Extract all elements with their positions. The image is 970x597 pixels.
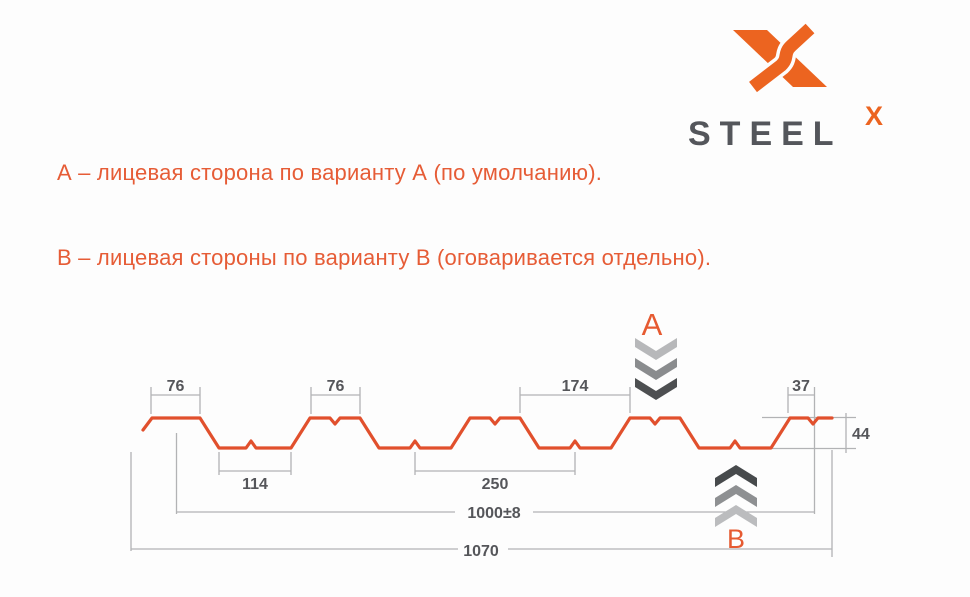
chevron-up-icon [715,485,757,507]
dimension-lines [130,387,856,557]
dim-working-width: 1000±8 [467,505,520,522]
chevron-down-icon [635,378,677,400]
chevron-up-icon [715,505,757,527]
dim-edge-crest: 37 [792,378,810,395]
marker-a-letter: А [642,307,663,342]
chevron-down-icon [635,338,677,360]
logo-wordmark: STEEL [688,115,843,153]
dim-top-flat-2: 76 [327,378,345,395]
dim-valley-width: 114 [242,476,268,493]
dimension-labels: 76 76 174 37 114 250 1000±8 1070 44 [167,378,870,560]
profile-drawing: 76 76 174 37 114 250 1000±8 1070 44 А В [130,307,870,560]
chevron-up-icon [715,465,757,487]
profile-outline [141,416,834,450]
dim-pitch: 250 [482,476,509,493]
dim-crest-gap: 174 [562,378,589,395]
steelx-logo-x-icon [733,21,827,95]
logo-superscript-x: X [865,101,884,131]
dim-profile-height: 44 [852,426,870,443]
marker-b: В [715,465,757,554]
logo-x-band-trbl [749,23,815,93]
marker-a: А [635,307,677,400]
dim-overall-width: 1070 [463,543,499,560]
note-variant-b: В – лицевая стороны по варианту В (огова… [57,245,712,270]
note-variant-a: А – лицевая сторона по варианту А (по ум… [57,160,603,185]
chevron-down-icon [635,358,677,380]
marker-b-letter: В [727,524,745,554]
dim-top-flat-1: 76 [167,378,185,395]
